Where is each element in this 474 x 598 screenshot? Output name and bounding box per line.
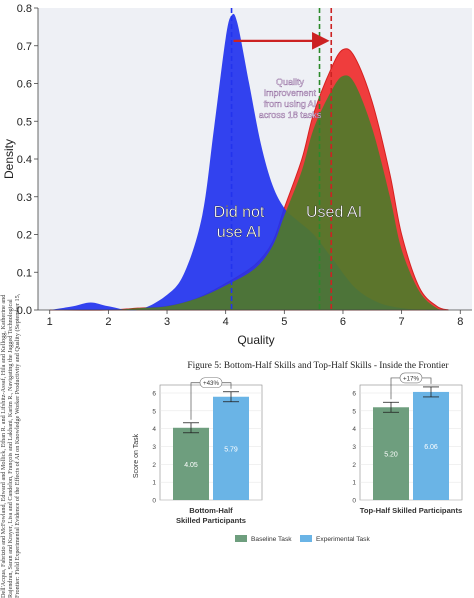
y-axis-label: Density	[2, 139, 16, 179]
figure5-legend: Baseline Task Experimental Task	[235, 535, 370, 543]
increase-label: +17%	[403, 375, 419, 382]
annotation-line-1: Quality	[276, 77, 305, 87]
annotation-line-3: from using AI	[264, 99, 317, 109]
citation-text: Dell'Acqua, Fabrizio and McFowland, Edwa…	[0, 293, 22, 598]
panel-y-tick-label: 2	[152, 462, 156, 469]
panel-y-tick-label: 5	[352, 408, 356, 415]
y-tick-label: 0.3	[17, 192, 32, 204]
x-tick-label: 4	[223, 316, 229, 328]
bar-value-label: 5.20	[384, 452, 398, 459]
series-labels: Did not use AI Used AI	[213, 204, 362, 241]
label-used-ai: Used AI	[306, 204, 362, 221]
panel-y-tick-label: 1	[152, 480, 156, 487]
x-tick-label: 1	[47, 316, 53, 328]
x-tick-label: 3	[164, 316, 170, 328]
panel-y-tick-label: 0	[352, 498, 356, 505]
panel-y-tick-label: 0	[152, 498, 156, 505]
increase-label: +43%	[203, 380, 219, 387]
figure5-panel: 0 1 2 3 4 5 6 5.20 6.06 +17% Top-Half Skilled Part…	[352, 372, 463, 515]
improvement-annotation: Quality improvement from using AI across…	[259, 77, 322, 120]
label-did-not-use-ai-1: Did not	[214, 204, 265, 221]
panel-label-line-2: Skilled Participants	[176, 516, 246, 525]
area-did-not-use-ai	[49, 13, 449, 311]
figure-canvas: 1 2 3 4 5 6 7 8 0.0 0.1 0.2 0.3 0.4 0.5 0.6 0.7 0.8 Qua…	[2, 3, 472, 543]
legend-baseline-swatch	[235, 535, 247, 542]
panel-y-tick-label: 6	[152, 391, 156, 398]
panel-y-tick-label: 4	[152, 426, 156, 433]
x-tick-label: 5	[281, 316, 287, 328]
bar-baseline	[173, 427, 209, 500]
y-tick-label: 0.4	[17, 154, 32, 166]
y-tick-label: 0.6	[17, 79, 32, 91]
y-tick-label: 0.8	[17, 3, 32, 15]
legend-baseline-label: Baseline Task	[251, 536, 292, 543]
panel-y-tick-label: 4	[352, 426, 356, 433]
bar-baseline	[373, 407, 409, 500]
label-did-not-use-ai-2: use AI	[217, 224, 261, 241]
y-tick-label: 0.5	[17, 116, 32, 128]
panel-y-tick-label: 3	[352, 444, 356, 451]
figure5-title: Figure 5: Bottom-Half Skills and Top-Hal…	[187, 360, 449, 371]
y-tick-label: 0.0	[17, 305, 32, 317]
panel-y-tick-label: 6	[352, 391, 356, 398]
bar-value-label: 6.06	[424, 444, 438, 451]
legend-experimental-swatch	[300, 535, 312, 542]
bar-value-label: 4.05	[184, 462, 198, 469]
x-tick-label: 2	[105, 316, 111, 328]
bar-value-label: 5.79	[224, 446, 238, 453]
x-axis-label: Quality	[237, 333, 274, 347]
panel-y-tick-label: 1	[352, 480, 356, 487]
bar-experimental	[213, 396, 249, 500]
panel-label-line-1: Top-Half Skilled Participants	[360, 506, 462, 515]
panel-y-tick-label: 5	[152, 408, 156, 415]
x-tick-label: 6	[340, 316, 346, 328]
y-tick-label: 0.2	[17, 230, 32, 242]
bar-experimental	[413, 391, 449, 500]
annotation-line-2: improvement	[264, 88, 317, 98]
figure5-y-label: Score on Task	[133, 433, 140, 478]
panel-y-tick-label: 2	[352, 462, 356, 469]
area-overlap	[49, 75, 449, 311]
x-tick-label: 8	[457, 316, 463, 328]
density-chart: 1 2 3 4 5 6 7 8 0.0 0.1 0.2 0.3 0.4 0.5 0.6 0.7 0.8 Qua…	[2, 3, 472, 347]
increase-badge	[199, 377, 223, 389]
annotation-line-4: across 18 tasks	[259, 110, 322, 120]
increase-badge	[399, 372, 423, 384]
x-tick-label: 7	[399, 316, 405, 328]
figure-5: Figure 5: Bottom-Half Skills and Top-Hal…	[133, 360, 463, 543]
y-tick-label: 0.7	[17, 41, 32, 53]
legend-experimental-label: Experimental Task	[316, 536, 370, 543]
panel-y-tick-label: 3	[152, 444, 156, 451]
y-tick-label: 0.1	[17, 267, 32, 279]
panel-label-line-1: Bottom-Half	[189, 506, 233, 515]
